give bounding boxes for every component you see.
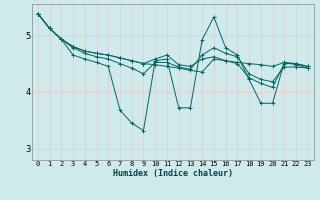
X-axis label: Humidex (Indice chaleur): Humidex (Indice chaleur) [113, 169, 233, 178]
